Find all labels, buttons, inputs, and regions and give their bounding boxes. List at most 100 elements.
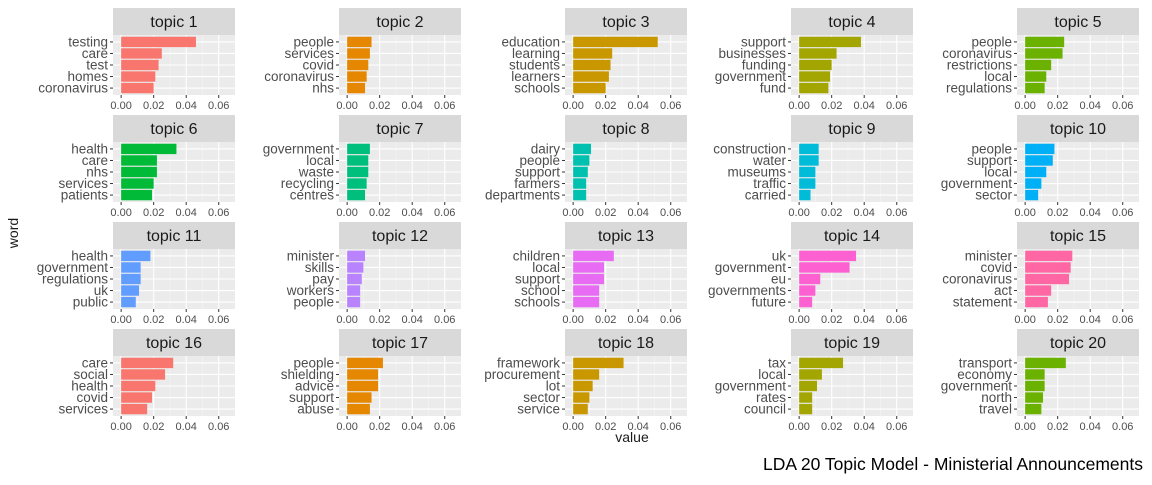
- x-tick-label: 0.06: [208, 100, 229, 112]
- bar: [799, 143, 819, 155]
- y-tick-label: people: [293, 34, 334, 49]
- y-tick-label: students: [509, 58, 560, 73]
- y-tick-label: local: [306, 153, 334, 168]
- y-tick-label: north: [981, 390, 1012, 405]
- bar: [573, 285, 600, 296]
- bar: [347, 59, 369, 71]
- y-tick-label: lot: [546, 379, 561, 394]
- y-tick-label: government: [715, 260, 787, 275]
- y-tick-label: future: [751, 295, 786, 310]
- y-tick-label: learners: [511, 69, 560, 84]
- x-tick-label: 0.02: [595, 207, 616, 219]
- x-tick-label: 0.00: [110, 100, 131, 112]
- facet-title: topic 7: [376, 121, 423, 138]
- bar: [573, 380, 593, 392]
- x-tick-label: 0.04: [853, 421, 874, 433]
- facet-strip: [339, 222, 461, 249]
- facet-strip: [1017, 329, 1139, 356]
- x-tick-label: 0.06: [208, 207, 229, 219]
- bar: [1025, 59, 1052, 71]
- x-tick-label: 0.06: [1112, 421, 1133, 433]
- bar: [121, 166, 157, 178]
- x-tick-label: 0.02: [1047, 207, 1068, 219]
- y-tick-label: support: [741, 34, 786, 49]
- facet-strip: [565, 222, 687, 249]
- bar: [121, 380, 156, 392]
- bar: [1025, 178, 1042, 189]
- bar: [573, 392, 590, 403]
- facet-title: topic 18: [598, 335, 654, 352]
- x-tick-label: 0.06: [208, 314, 229, 326]
- bar: [573, 166, 588, 178]
- y-tick-label: care: [82, 46, 108, 61]
- bar: [1025, 262, 1071, 273]
- bar: [347, 357, 383, 369]
- bar: [347, 82, 366, 94]
- y-tick-label: fund: [760, 81, 786, 96]
- x-tick-label: 0.02: [369, 421, 390, 433]
- bar: [799, 82, 829, 94]
- bar: [121, 36, 196, 48]
- x-tick-label: 0.06: [886, 421, 907, 433]
- y-tick-label: homes: [67, 69, 108, 84]
- y-tick-label: tax: [768, 355, 786, 370]
- y-tick-label: care: [82, 153, 108, 168]
- facet-strip: [1017, 8, 1139, 35]
- y-tick-label: council: [744, 402, 786, 417]
- y-tick-label: covid: [302, 58, 334, 73]
- bar: [799, 296, 813, 308]
- x-tick-label: 0.00: [1014, 100, 1035, 112]
- x-tick-label: 0.02: [821, 100, 842, 112]
- x-tick-label: 0.00: [788, 421, 809, 433]
- x-tick-label: 0.04: [1079, 314, 1100, 326]
- y-tick-label: sector: [975, 188, 1012, 203]
- bar: [121, 82, 154, 94]
- x-tick-label: 0.04: [401, 314, 422, 326]
- y-tick-label: schools: [514, 295, 560, 310]
- y-tick-label: people: [971, 34, 1012, 49]
- x-tick-label: 0.02: [595, 314, 616, 326]
- bar: [347, 143, 370, 155]
- y-tick-label: minister: [965, 248, 1013, 263]
- x-tick-label: 0.00: [788, 207, 809, 219]
- facet-title: topic 10: [1050, 121, 1106, 138]
- y-tick-label: nhs: [86, 165, 108, 180]
- bar: [573, 59, 611, 71]
- x-tick-label: 0.02: [143, 207, 164, 219]
- facet-strip: [339, 329, 461, 356]
- bar: [799, 392, 813, 403]
- bar: [347, 36, 372, 48]
- bar: [573, 357, 624, 369]
- y-tick-label: learning: [512, 46, 560, 61]
- y-tick-label: local: [758, 367, 786, 382]
- y-tick-label: advice: [295, 379, 334, 394]
- bar: [121, 296, 136, 308]
- bar: [1025, 36, 1065, 48]
- y-tick-label: framework: [497, 355, 560, 370]
- x-tick-label: 0.06: [208, 421, 229, 433]
- bar: [799, 285, 816, 296]
- y-tick-label: coronavirus: [38, 81, 108, 96]
- y-tick-label: skills: [305, 260, 334, 275]
- facet-title: topic 4: [828, 14, 875, 31]
- y-tick-label: support: [289, 390, 334, 405]
- y-tick-label: transport: [959, 355, 1013, 370]
- y-tick-label: abuse: [297, 402, 334, 417]
- x-tick-label: 0.00: [562, 421, 583, 433]
- x-tick-label: 0.04: [627, 421, 648, 433]
- bar: [347, 369, 379, 380]
- bar: [121, 143, 177, 155]
- bar: [799, 369, 822, 380]
- bar: [121, 155, 157, 166]
- x-tick-label: 0.02: [595, 100, 616, 112]
- x-tick-label: 0.00: [336, 207, 357, 219]
- y-tick-label: support: [967, 153, 1012, 168]
- bar: [347, 262, 364, 273]
- x-tick-label: 0.06: [886, 207, 907, 219]
- x-tick-label: 0.06: [660, 100, 681, 112]
- bar: [1025, 48, 1063, 59]
- y-tick-label: people: [519, 153, 560, 168]
- facet-title: topic 2: [376, 14, 423, 31]
- x-tick-label: 0.02: [821, 314, 842, 326]
